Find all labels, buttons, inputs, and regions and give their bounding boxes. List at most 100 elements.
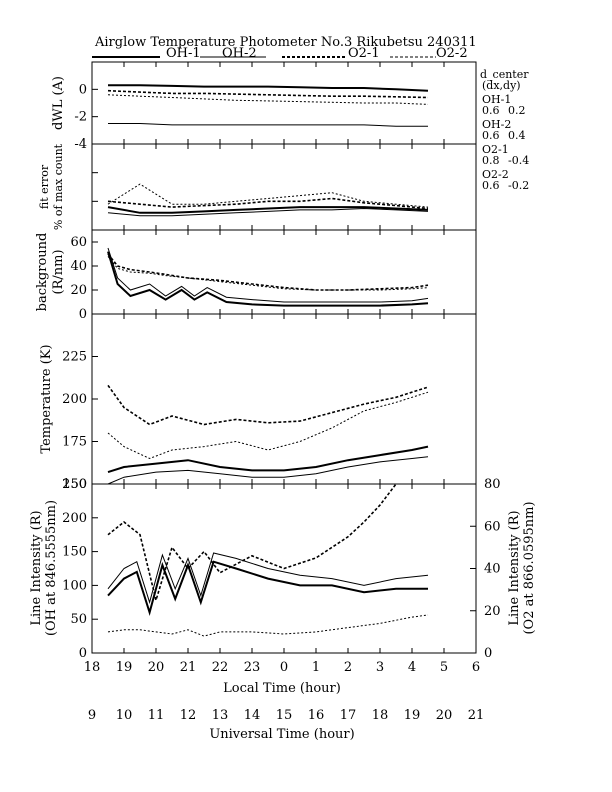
local-time-tick-label: 20 — [148, 660, 165, 675]
y-tick-label: 20 — [70, 283, 87, 298]
legend-oh2-label: OH-2 — [222, 46, 257, 61]
legend-o21-label: O2-1 — [348, 46, 380, 61]
y-tick-label: 0 — [79, 646, 87, 661]
side-info-heading: d_center — [480, 68, 529, 81]
y-tick-label: 150 — [62, 477, 87, 492]
axis-ticks: 0-2-460402002252001751502502001501005008… — [62, 62, 501, 661]
side-info-o22-dx: 0.6 — [482, 179, 500, 192]
ut-tick-label: 14 — [244, 708, 261, 723]
data-series — [107, 84, 429, 637]
ut-tick-label: 11 — [148, 708, 165, 723]
series-oh-2 — [107, 552, 429, 605]
bg-ylabel-1: background — [35, 233, 50, 312]
y-tick-label: 200 — [62, 511, 87, 526]
series-oh-1 — [107, 560, 428, 616]
y-tick-label: -4 — [74, 137, 87, 152]
y-tick-label: 60 — [70, 235, 87, 250]
legend-o22-label: O2-2 — [436, 46, 468, 61]
local-time-tick-label: 21 — [180, 660, 197, 675]
side-info-o22-dy: -0.2 — [508, 179, 529, 192]
y-tick-label: 50 — [70, 612, 87, 627]
series-o2-2 — [107, 614, 429, 637]
side-info-oh2-dx: 0.6 — [482, 129, 500, 142]
legend: OH-1 OH-2 O2-1 O2-2 — [92, 46, 468, 61]
side-info-oh1-name: OH-1 — [482, 93, 511, 106]
local-time-label: Local Time (hour) — [223, 681, 341, 696]
local-time-tick-label: 5 — [440, 660, 448, 675]
side-info: d_center (dx,dy) OH-1 0.6 0.2 OH-2 0.6 0… — [480, 68, 529, 192]
series-o2-2 — [107, 391, 429, 460]
series-oh-1 — [107, 206, 429, 214]
int-rlabel-2: (O2 at 866.0595nm) — [522, 501, 537, 634]
side-info-o22-name: O2-2 — [482, 168, 509, 181]
local-time-tick-label: 18 — [84, 660, 101, 675]
y-tick-label: 20 — [484, 604, 501, 619]
ut-tick-label: 19 — [404, 708, 421, 723]
y-tick-label: 100 — [62, 578, 87, 593]
fit-ylabel-2: % of max count — [52, 143, 65, 230]
y-tick-label: 60 — [484, 519, 501, 534]
fit-ylabel-1: fit error — [38, 164, 51, 209]
series-o2-1 — [107, 253, 429, 291]
series-oh-2 — [108, 123, 428, 127]
ut-tick-label: 12 — [180, 708, 197, 723]
y-tick-label: 200 — [62, 392, 87, 407]
side-info-subheading: (dx,dy) — [482, 79, 521, 92]
y-tick-label: 0 — [484, 646, 492, 661]
ut-tick-label: 15 — [276, 708, 293, 723]
panel-bg-frame — [91, 229, 477, 315]
side-info-o21-dx: 0.8 — [482, 154, 500, 167]
side-info-oh2-name: OH-2 — [482, 118, 511, 131]
panel-fit-frame — [91, 143, 477, 231]
side-info-o21-name: O2-1 — [482, 143, 509, 156]
series-oh-1 — [107, 445, 429, 474]
local-time-tick-label: 1 — [312, 660, 320, 675]
ut-tick-label: 21 — [468, 708, 485, 723]
series-o2-1 — [107, 483, 397, 604]
series-o2-1 — [107, 197, 429, 210]
local-time-tick-label: 23 — [244, 660, 261, 675]
ut-tick-label: 20 — [436, 708, 453, 723]
legend-oh1-label: OH-1 — [166, 46, 201, 61]
int-ylabel-2: (OH at 846.5555nm) — [44, 500, 59, 636]
local-time-tick-label: 6 — [472, 660, 480, 675]
local-time-tick-label: 19 — [116, 660, 133, 675]
y-tick-label: 80 — [484, 477, 501, 492]
local-time-tick-label: 22 — [212, 660, 229, 675]
y-tick-label: -2 — [74, 110, 87, 125]
universal-time-label: Universal Time (hour) — [209, 727, 354, 742]
int-ylabel-1: Line Intensity (R) — [29, 510, 44, 625]
y-tick-label: 40 — [70, 259, 87, 274]
y-tick-label: 250 — [62, 477, 87, 492]
local-time-tick-label: 3 — [376, 660, 384, 675]
series-oh-2 — [107, 456, 429, 485]
series-oh-1 — [108, 84, 429, 92]
dwl-ylabel: dWL (A) — [51, 76, 66, 130]
local-time-tick-label: 2 — [344, 660, 352, 675]
series-o2-2 — [107, 256, 429, 291]
y-tick-label: 0 — [79, 307, 87, 322]
y-tick-label: 175 — [62, 435, 87, 450]
ut-tick-label: 10 — [116, 708, 133, 723]
local-time-tick-label: 0 — [280, 660, 288, 675]
series-oh-1 — [107, 251, 429, 307]
series-oh-2 — [107, 207, 429, 217]
side-info-o21-dy: -0.4 — [508, 154, 529, 167]
panel-dwl-frame — [91, 61, 477, 145]
y-tick-label: 40 — [484, 562, 501, 577]
ut-tick-label: 17 — [340, 708, 357, 723]
ut-tick-label: 16 — [308, 708, 325, 723]
x-tick-labels: 18 19 20 21 22 23 0 1 2 3 4 5 69 10 11 12 13 14 15 16 17 18 19… — [84, 660, 485, 723]
ut-tick-label: 13 — [212, 708, 229, 723]
series-o2-1 — [107, 384, 429, 426]
ut-tick-label: 18 — [372, 708, 389, 723]
y-tick-label: 0 — [79, 82, 87, 97]
y-tick-label: 225 — [62, 350, 87, 365]
y-tick-label: 150 — [62, 545, 87, 560]
chart-title: Airglow Temperature Photometer No.3 Riku… — [94, 35, 477, 50]
series-oh-2 — [107, 247, 429, 303]
int-rlabel-1: Line Intensity (R) — [507, 510, 522, 625]
ut-tick-label: 9 — [88, 708, 96, 723]
side-info-oh1-dx: 0.6 — [482, 104, 500, 117]
